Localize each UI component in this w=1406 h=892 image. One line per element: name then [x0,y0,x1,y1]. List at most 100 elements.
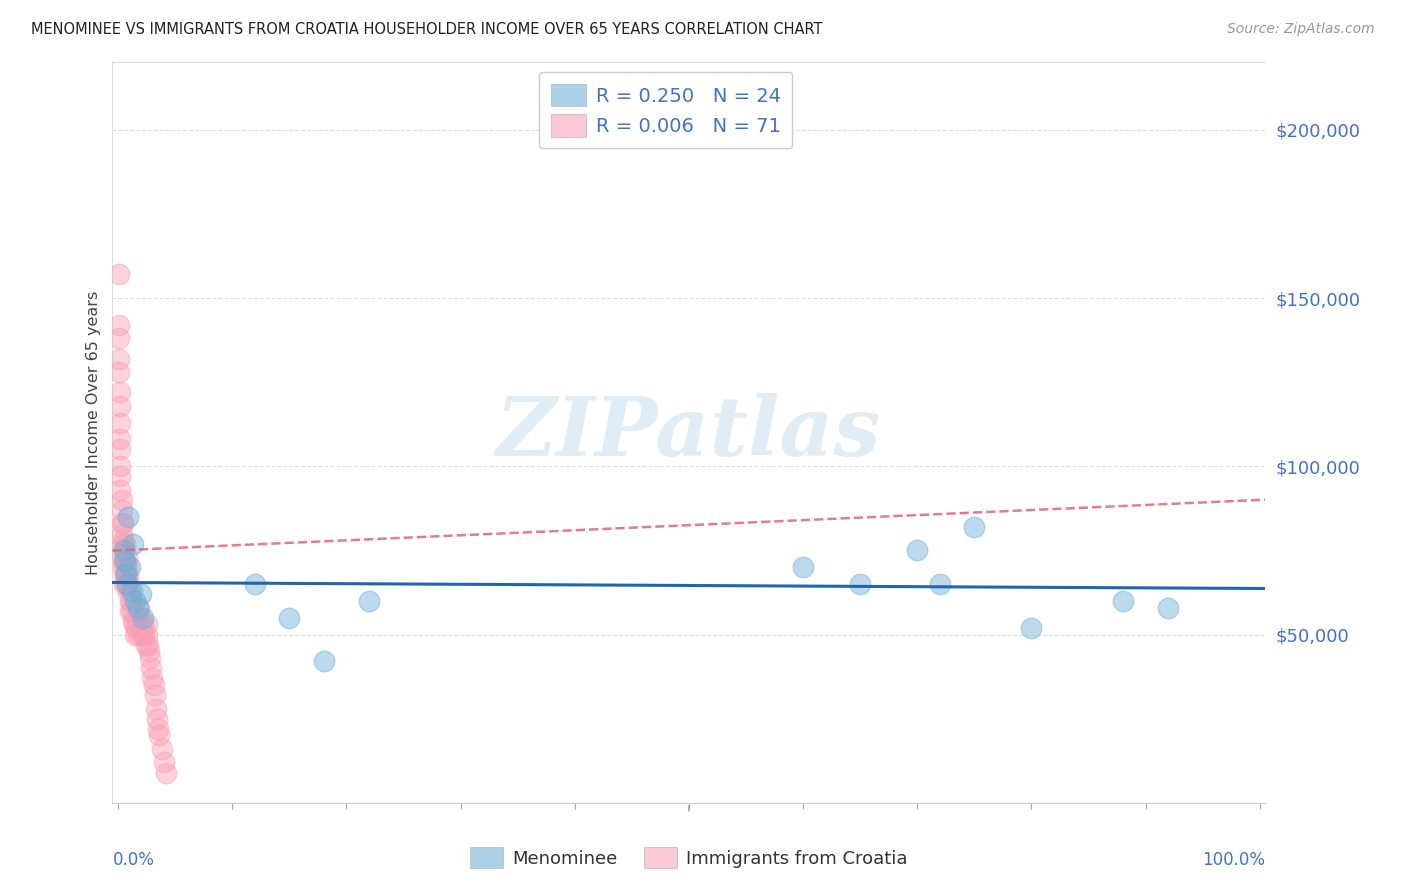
Point [141,661,163,675]
Point [132,610,155,624]
Point [114,553,136,567]
Point [115,570,138,584]
Point [112,543,135,558]
Point [129,587,152,601]
Point [1021,621,1043,635]
Point [929,577,952,591]
Point [278,610,301,624]
Point [132,617,155,632]
Point [110,526,132,541]
Point [112,566,135,581]
Point [153,756,176,770]
Point [122,536,145,550]
Point [143,688,166,702]
Point [312,655,335,669]
Point [125,621,148,635]
Point [146,712,169,726]
Point [129,621,152,635]
Text: Source: ZipAtlas.com: Source: ZipAtlas.com [1227,22,1375,37]
Point [118,604,141,618]
Point [117,570,139,584]
Point [905,543,928,558]
Point [148,729,170,743]
Point [108,331,131,345]
Point [139,651,162,665]
Point [127,600,149,615]
Point [136,638,159,652]
Point [110,459,132,474]
Point [110,469,132,483]
Point [124,594,146,608]
Point [146,722,169,736]
Point [108,351,131,366]
Point [112,543,135,558]
Point [120,594,142,608]
Point [122,614,145,628]
Point [124,627,146,641]
Point [145,701,167,715]
Point [115,566,138,581]
Point [111,560,134,574]
Point [150,742,173,756]
Y-axis label: Householder Income Over 65 years: Householder Income Over 65 years [86,291,101,574]
Point [141,671,163,685]
Point [110,536,132,550]
Point [108,268,131,282]
Point [138,644,160,658]
Point [117,560,139,574]
Point [110,483,132,497]
Point [128,600,150,615]
Point [110,442,132,457]
Point [121,583,143,598]
Point [131,627,153,641]
Point [135,638,157,652]
Point [792,560,814,574]
Point [108,365,131,379]
Point [134,627,156,641]
Point [849,577,872,591]
Point [135,617,157,632]
Legend: Menominee, Immigrants from Croatia: Menominee, Immigrants from Croatia [463,840,915,875]
Point [128,610,150,624]
Text: ZIPatlas: ZIPatlas [496,392,882,473]
Point [111,516,134,531]
Point [110,399,132,413]
Point [117,509,139,524]
Point [359,594,381,608]
Point [121,604,143,618]
Point [963,520,986,534]
Point [112,577,135,591]
Point [114,553,136,567]
Text: 0.0%: 0.0% [112,851,155,869]
Point [108,318,131,332]
Point [117,570,139,584]
Point [243,577,266,591]
Point [122,617,145,632]
Point [142,678,165,692]
Point [117,583,139,598]
Text: MENOMINEE VS IMMIGRANTS FROM CROATIA HOUSEHOLDER INCOME OVER 65 YEARS CORRELATIO: MENOMINEE VS IMMIGRANTS FROM CROATIA HOU… [31,22,823,37]
Point [110,433,132,447]
Point [118,583,141,598]
Point [111,533,134,548]
Point [155,765,177,780]
Point [110,547,132,561]
Point [110,416,132,430]
Text: 100.0%: 100.0% [1202,851,1265,869]
Point [1112,594,1135,608]
Point [112,553,135,567]
Point [1157,600,1180,615]
Point [118,594,141,608]
Point [117,550,139,565]
Point [114,536,136,550]
Point [110,516,132,531]
Point [117,577,139,591]
Point [135,627,157,641]
Point [110,492,132,507]
Point [125,610,148,624]
Point [110,503,132,517]
Point [111,553,134,567]
Point [115,560,138,574]
Point [118,560,141,574]
Point [110,385,132,400]
